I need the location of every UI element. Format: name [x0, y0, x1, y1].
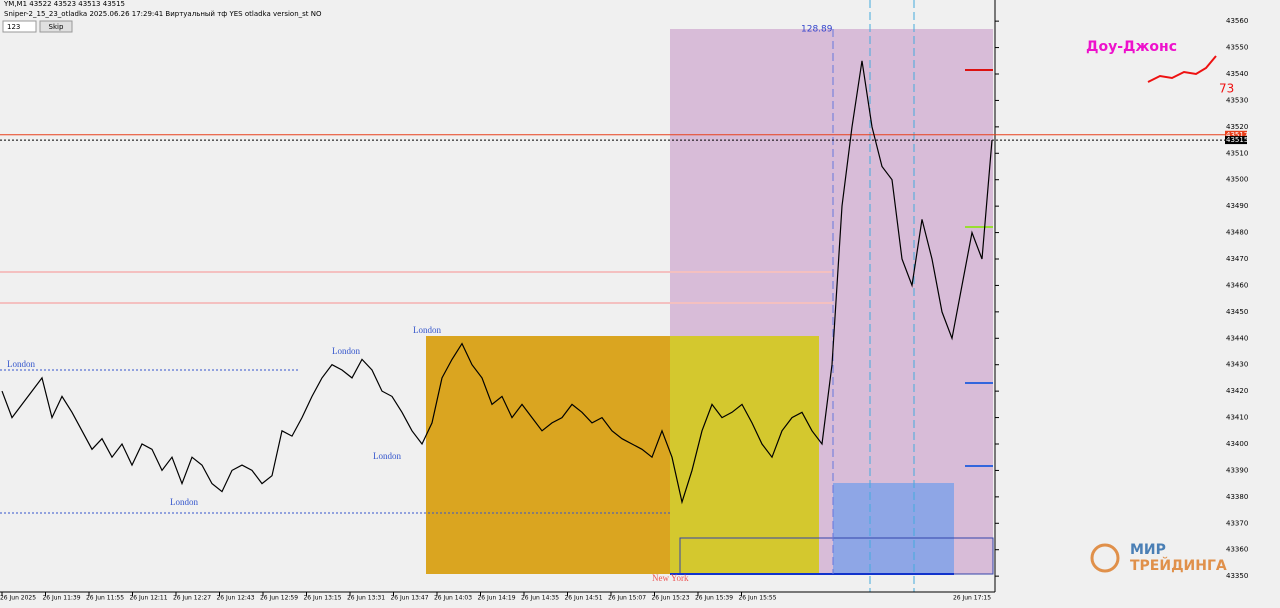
- session-label: London: [413, 325, 441, 335]
- session-label: New York: [652, 573, 689, 583]
- session-label: London: [7, 359, 35, 369]
- symbol-line: YM,M1 43522 43523 43513 43515: [3, 0, 125, 8]
- x-tick-label: 26 Jun 12:11: [129, 595, 167, 602]
- y-tick-label: 43470: [1226, 255, 1248, 263]
- y-tick-label: 43390: [1226, 466, 1248, 474]
- x-tick-label: 26 Jun 14:19: [477, 595, 515, 602]
- session-label: London: [332, 346, 360, 356]
- x-tick-label: 26 Jun 15:39: [695, 595, 733, 602]
- x-tick-label: 26 Jun 11:39: [42, 595, 80, 602]
- x-tick-label: 26 Jun 15:23: [651, 595, 689, 602]
- price-tag-label: 43517: [1226, 131, 1248, 139]
- counter-label: 73: [1219, 82, 1234, 96]
- london-box: [426, 336, 670, 574]
- y-tick-label: 43380: [1226, 493, 1248, 501]
- x-tick-label: 26 Jun 13:31: [347, 595, 385, 602]
- y-tick-label: 43510: [1226, 149, 1248, 157]
- x-tick-label: 26 Jun 15:07: [608, 595, 646, 602]
- y-tick-label: 43560: [1226, 17, 1248, 25]
- skip-label[interactable]: Skip: [49, 23, 64, 31]
- logo-line: ТРЕЙДИНГА: [1130, 557, 1227, 574]
- y-tick-label: 43410: [1226, 414, 1248, 422]
- skip-button[interactable]: [39, 20, 73, 33]
- y-tick-label: 43490: [1226, 202, 1248, 210]
- price-tag: [1225, 136, 1247, 145]
- y-tick-label: 43530: [1226, 96, 1248, 104]
- ny-box: [670, 336, 819, 574]
- y-tick-label: 43550: [1226, 44, 1248, 52]
- y-tick-label: 43500: [1226, 176, 1248, 184]
- y-tick-label: 43370: [1226, 519, 1248, 527]
- y-tick-label: 43520: [1226, 123, 1248, 131]
- y-tick-label: 43540: [1226, 70, 1248, 78]
- input-box[interactable]: [2, 20, 37, 33]
- x-tick-label: 26 Jun 12:27: [173, 595, 211, 602]
- y-tick-label: 43420: [1226, 387, 1248, 395]
- logo-line: МИР: [1130, 542, 1166, 558]
- x-tick-label: 26 Jun 14:35: [521, 595, 559, 602]
- y-tick-label: 43400: [1226, 440, 1248, 448]
- instrument-label: Доу-Джонс: [1086, 39, 1177, 55]
- target-box: [833, 483, 954, 574]
- x-tick-label: 26 Jun 2025: [0, 595, 36, 602]
- y-tick-label: 43450: [1226, 308, 1248, 316]
- y-tick-label: 43460: [1226, 281, 1248, 289]
- x-tick-label: 26 Jun 12:43: [216, 595, 254, 602]
- price-tag-label: 43515: [1226, 136, 1248, 144]
- y-tick-label: 43430: [1226, 361, 1248, 369]
- input-value[interactable]: 123: [7, 23, 20, 31]
- x-tick-label: 26 Jun 17:15: [953, 595, 991, 602]
- indicator-line: Sniper-2_15_23_otladka 2025.06.26 17:29:…: [4, 10, 322, 18]
- mini-trend: [1147, 55, 1217, 83]
- price-line-series: [1, 60, 993, 505]
- y-tick-label: 43350: [1226, 572, 1248, 580]
- price-tag: [1225, 130, 1247, 139]
- session-label: London: [373, 451, 401, 461]
- x-tick-label: 26 Jun 14:51: [564, 595, 602, 602]
- logo-icon: [1090, 543, 1120, 573]
- x-tick-label: 26 Jun 12:59: [260, 595, 298, 602]
- x-tick-label: 26 Jun 11:55: [86, 595, 124, 602]
- y-tick-label: 43440: [1226, 334, 1248, 342]
- y-tick-label: 43480: [1226, 229, 1248, 237]
- session-label: London: [170, 497, 198, 507]
- x-tick-label: 26 Jun 15:55: [738, 595, 776, 602]
- x-tick-label: 26 Jun 14:03: [434, 595, 472, 602]
- x-tick-label: 26 Jun 13:15: [303, 595, 341, 602]
- range-label: 128.89: [801, 25, 833, 35]
- y-tick-label: 43360: [1226, 546, 1248, 554]
- x-tick-label: 26 Jun 13:47: [390, 595, 428, 602]
